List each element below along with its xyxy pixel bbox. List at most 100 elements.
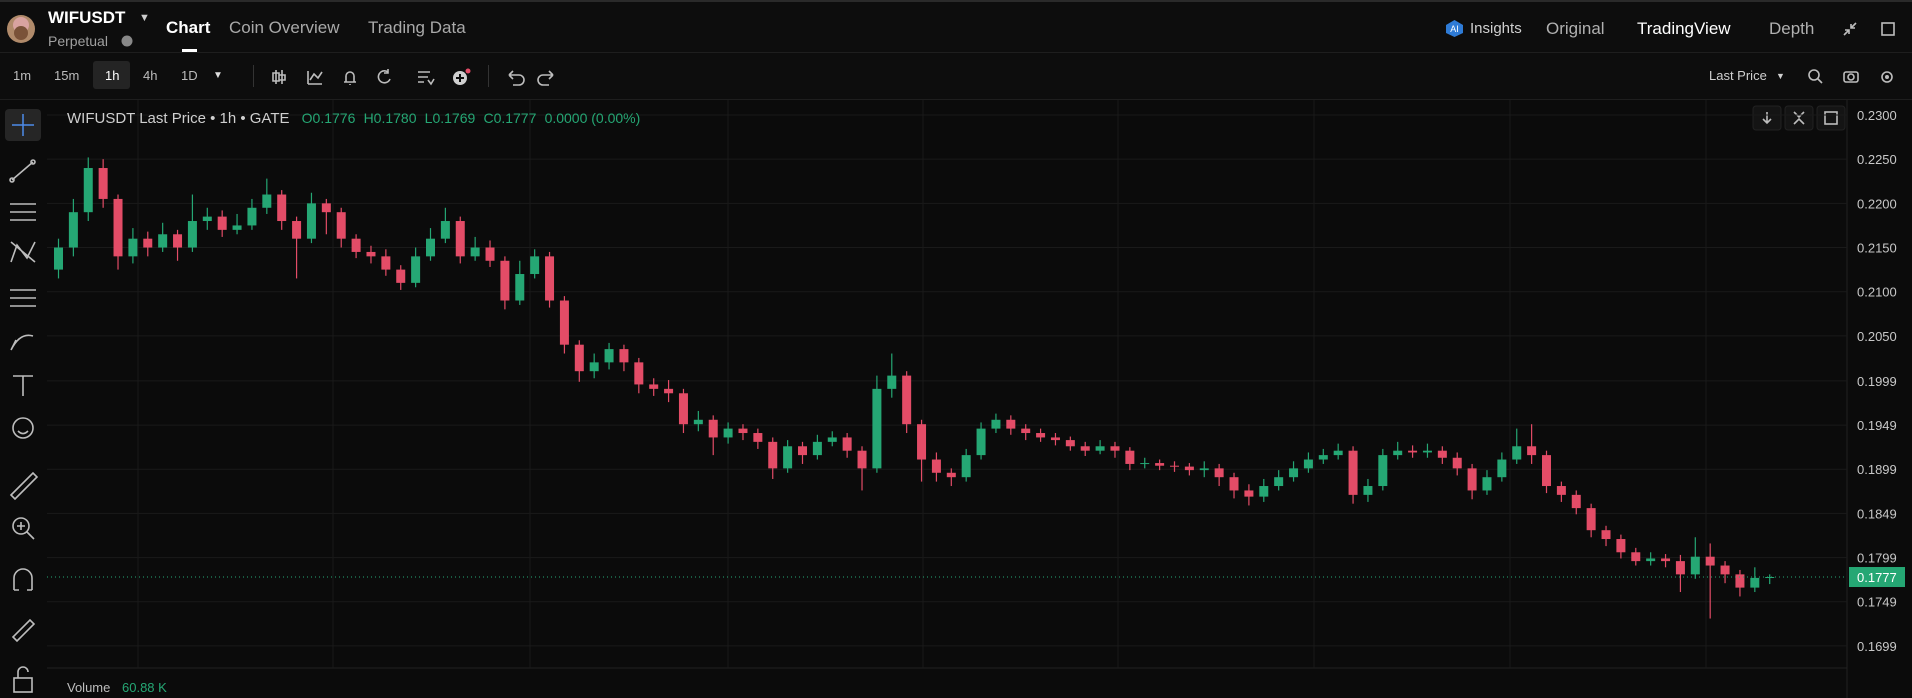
candle-body xyxy=(1482,477,1492,491)
separator xyxy=(253,65,254,87)
interval[interactable]: 1h xyxy=(105,68,120,83)
collapse-icon[interactable] xyxy=(1842,21,1858,37)
tab[interactable]: Coin Overview xyxy=(229,18,340,37)
candle-body xyxy=(1184,466,1194,471)
candle-body xyxy=(336,212,346,239)
candle-body xyxy=(1036,433,1046,438)
legend-value: H0.1780 xyxy=(363,110,417,126)
candle-body xyxy=(396,269,406,283)
y-tick-label: 0.2100 xyxy=(1857,285,1897,300)
candle-body xyxy=(753,433,763,442)
interval[interactable]: 1m xyxy=(13,68,32,83)
candle-body xyxy=(917,424,927,460)
last-price-label: 0.1777 xyxy=(1857,570,1897,585)
candle-body xyxy=(1095,446,1105,451)
candle-body xyxy=(783,446,793,469)
y-tick-label: 0.1949 xyxy=(1857,418,1897,433)
candle-body xyxy=(1750,577,1760,588)
candle-body xyxy=(678,393,688,425)
menu-item[interactable]: Original xyxy=(1546,19,1605,38)
candle-body xyxy=(559,300,569,345)
candle-body xyxy=(798,446,807,456)
y-tick-label: 0.2200 xyxy=(1857,196,1897,211)
candle-body xyxy=(1437,450,1447,458)
candle-body xyxy=(1765,577,1775,579)
candle-body xyxy=(1125,450,1135,464)
chart-tools[interactable] xyxy=(270,66,480,88)
candle-body xyxy=(158,234,168,248)
coin-icon xyxy=(7,15,35,43)
price-source-caret[interactable]: ▼ xyxy=(1776,71,1785,81)
candle-body xyxy=(113,198,123,257)
interval[interactable]: 15m xyxy=(54,68,80,83)
menu-item[interactable]: Depth xyxy=(1769,19,1815,38)
candle-body xyxy=(143,238,153,248)
tab[interactable]: Trading Data xyxy=(368,18,466,37)
tab[interactable]: Chart xyxy=(166,18,211,37)
candle-body xyxy=(1110,446,1120,451)
candle-body xyxy=(470,247,480,257)
symbol-caret[interactable]: ▼ xyxy=(139,12,150,24)
legend-value: C0.1777 xyxy=(483,110,537,126)
candle-body xyxy=(738,428,748,434)
candle-body xyxy=(619,349,629,363)
candle-body xyxy=(217,216,227,230)
drawing-tools[interactable] xyxy=(0,100,46,698)
tab-underline xyxy=(182,49,197,52)
candle-body xyxy=(1631,552,1641,562)
candle-body xyxy=(277,194,287,222)
candle-body xyxy=(946,472,956,478)
candle-body xyxy=(426,238,435,257)
ai-icon: AI xyxy=(1446,20,1463,37)
candle-body xyxy=(530,256,540,275)
undo-redo[interactable] xyxy=(505,66,565,88)
last-price-box xyxy=(1849,567,1905,588)
candle-body xyxy=(1452,457,1462,469)
candle-body xyxy=(604,349,614,363)
legend-value: 0.0000 (0.00%) xyxy=(544,110,641,126)
candle-body xyxy=(1422,450,1432,453)
candle-body xyxy=(1408,450,1418,453)
candle-body xyxy=(887,375,897,389)
candle-body xyxy=(1021,428,1031,434)
fullscreen-icon[interactable] xyxy=(1880,21,1896,37)
interval[interactable]: 4h xyxy=(143,68,158,83)
symbol[interactable]: WIFUSDT xyxy=(48,8,126,27)
candle-body xyxy=(961,455,971,478)
separator xyxy=(488,65,489,87)
y-tick-label: 0.1999 xyxy=(1857,374,1897,389)
candle-body xyxy=(292,221,302,239)
candle-body xyxy=(827,437,837,442)
candle-body xyxy=(500,260,510,301)
candle-body xyxy=(247,207,257,226)
header: WIFUSDT ▼ Perpetual Chart Coin Overview … xyxy=(0,0,1912,53)
candle-body xyxy=(902,375,912,425)
menu-item[interactable]: TradingView xyxy=(1637,19,1731,38)
candle-body xyxy=(381,256,391,270)
candle-body xyxy=(1080,446,1090,451)
y-tick-label: 0.1699 xyxy=(1857,639,1897,654)
candle-body xyxy=(321,203,331,213)
price-source[interactable]: Last Price xyxy=(1709,68,1767,83)
candle-body xyxy=(545,256,555,301)
volume-legend: Volume 60.88 K xyxy=(67,680,167,695)
info-icon[interactable] xyxy=(121,35,133,47)
candle-body xyxy=(1616,539,1626,553)
toolbar-icons[interactable] xyxy=(1806,67,1906,87)
volume-label: Volume xyxy=(67,680,111,695)
candle-body xyxy=(931,459,941,473)
candle-body xyxy=(173,234,183,248)
menu-item[interactable]: Insights xyxy=(1470,20,1522,37)
candle-body xyxy=(768,441,778,469)
vertical-grid xyxy=(137,100,1707,668)
interval-caret[interactable]: ▼ xyxy=(213,70,223,81)
interval[interactable]: 1D xyxy=(181,68,198,83)
pane-buttons[interactable] xyxy=(1752,105,1846,131)
candle-body xyxy=(232,225,242,230)
candle-body xyxy=(306,203,316,239)
candle-body xyxy=(1586,508,1596,531)
candle-body xyxy=(1556,486,1566,495)
candle-body xyxy=(842,437,852,451)
legend-value: L0.1769 xyxy=(424,110,476,126)
candle-body xyxy=(1690,556,1700,575)
